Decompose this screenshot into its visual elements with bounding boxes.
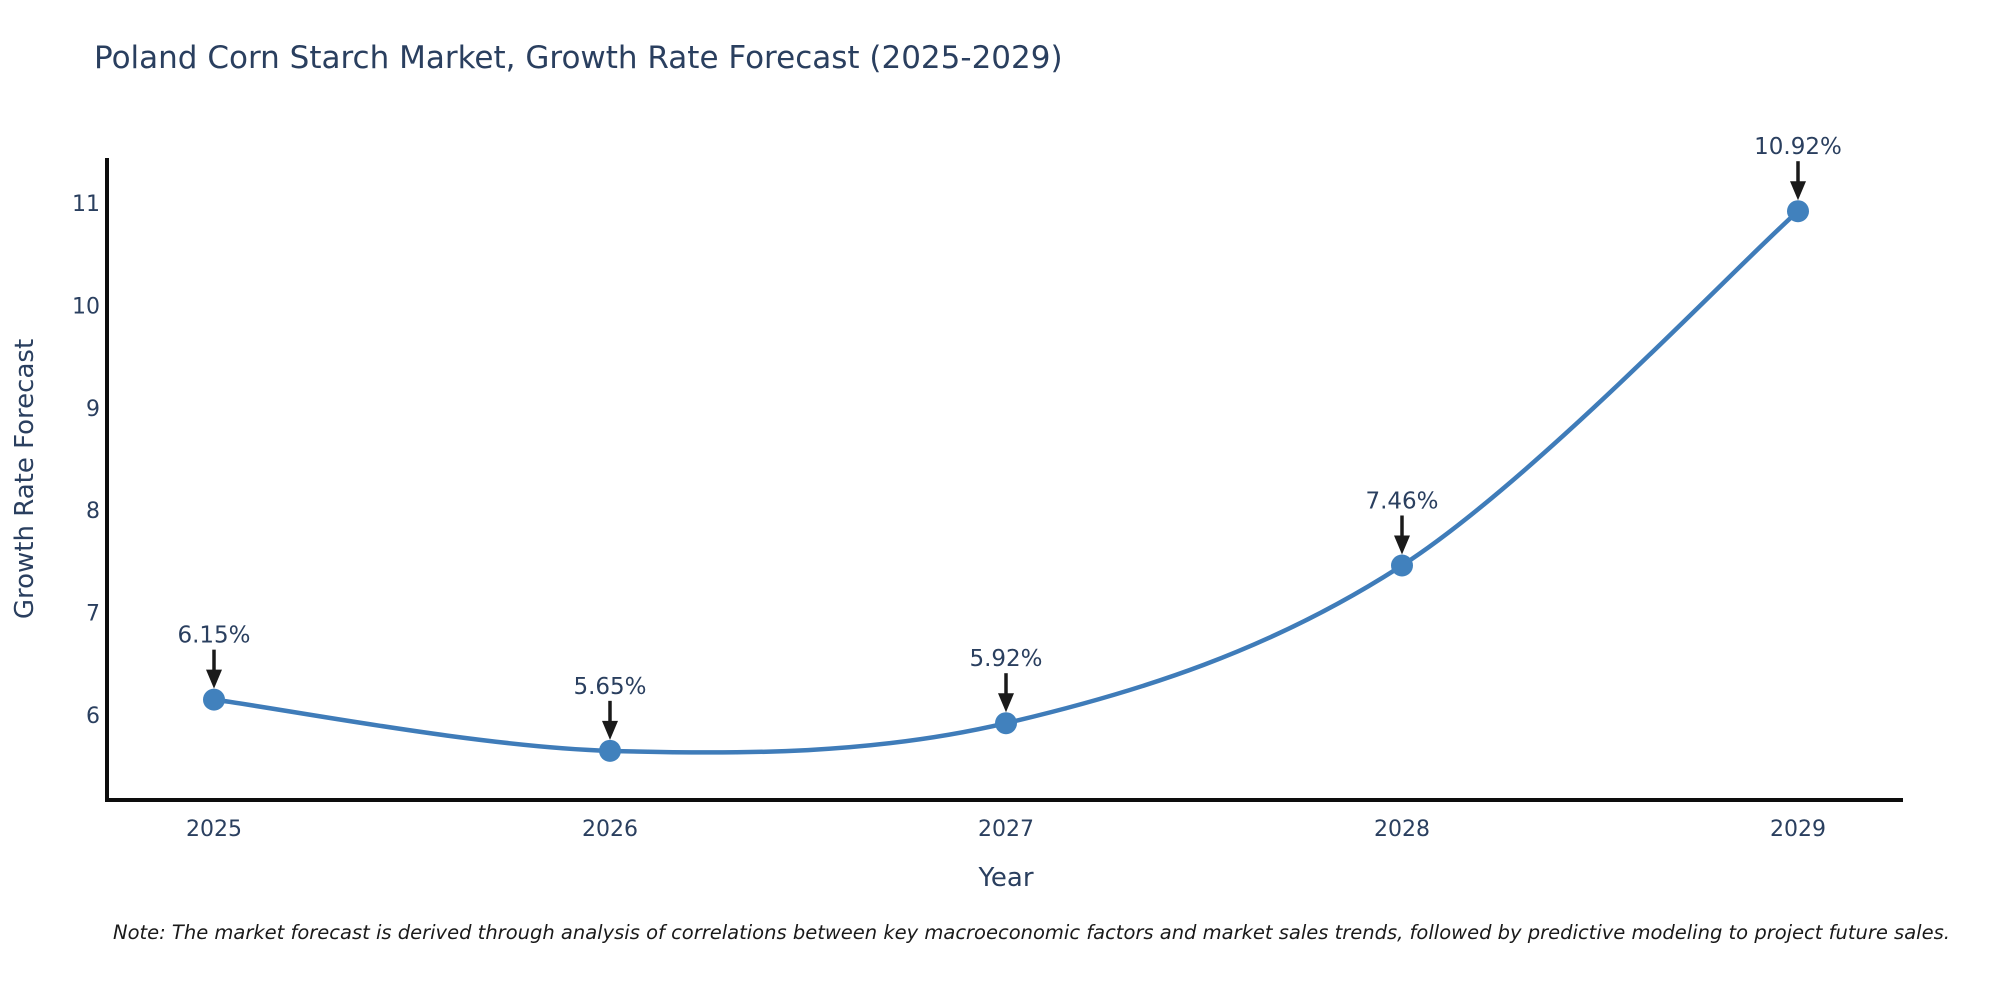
chart-title: Poland Corn Starch Market, Growth Rate F…: [94, 40, 1063, 76]
point-value-label: 5.65%: [573, 674, 646, 700]
y-axis-title: Growth Rate Forecast: [10, 339, 40, 619]
annotation-arrow-head: [1790, 181, 1806, 201]
annotation-arrow-head: [1394, 535, 1410, 555]
x-tick-label: 2029: [1770, 817, 1826, 842]
data-point-2028: [1391, 554, 1413, 577]
y-tick-label: 10: [72, 294, 100, 319]
point-value-label: 7.46%: [1365, 488, 1438, 514]
point-value-label: 10.92%: [1754, 134, 1842, 160]
y-tick-label: 7: [86, 602, 100, 627]
data-point-2026: [599, 739, 621, 762]
data-point-2025: [203, 688, 225, 711]
annotation-arrow-head: [998, 693, 1014, 713]
annotation-arrow-head: [602, 720, 618, 740]
y-tick-label: 6: [86, 704, 100, 729]
x-tick-label: 2025: [186, 817, 242, 842]
y-tick-label: 8: [86, 499, 100, 524]
data-point-2027: [995, 712, 1017, 735]
point-value-label: 5.92%: [969, 646, 1042, 672]
x-axis-title: Year: [977, 863, 1033, 893]
point-value-label: 6.15%: [177, 623, 250, 649]
x-tick-label: 2028: [1374, 817, 1430, 842]
x-tick-label: 2027: [978, 817, 1034, 842]
data-point-2029: [1787, 200, 1809, 223]
footnote: Note: The market forecast is derived thr…: [113, 921, 1950, 944]
x-tick-label: 2026: [582, 817, 638, 842]
y-tick-label: 9: [86, 397, 100, 422]
forecast-line: [211, 208, 1801, 755]
annotation-arrow-head: [206, 669, 222, 689]
y-tick-label: 11: [72, 192, 100, 217]
